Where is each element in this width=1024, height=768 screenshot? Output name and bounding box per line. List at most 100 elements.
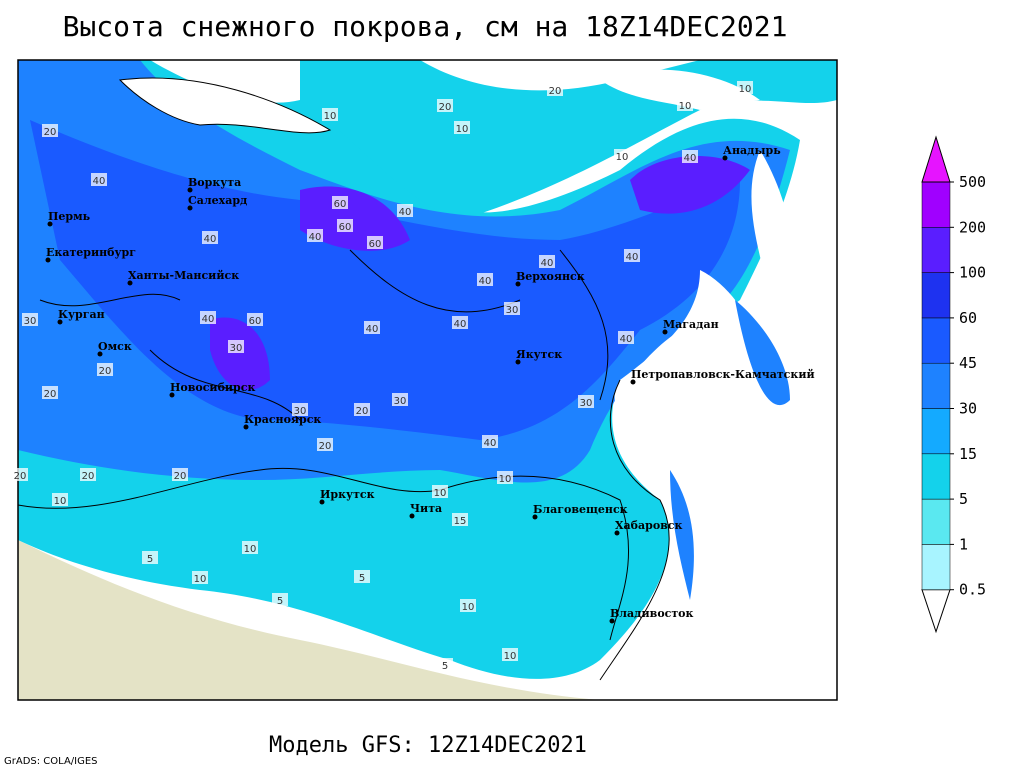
labels: 20 10 10 20 20 10 40 40 60 60 60 40 40 40 40 30 40 40 40 60… xyxy=(12,81,815,672)
contour-label: 40 xyxy=(541,258,554,269)
contour-label-box xyxy=(22,313,38,326)
city-dot xyxy=(409,513,415,519)
contour-label: 5 xyxy=(147,554,153,565)
colorbar-segment xyxy=(921,544,951,590)
colorbar-label: 200 xyxy=(959,218,986,236)
contour-label-box xyxy=(397,204,413,217)
contour-label: 10 xyxy=(616,152,629,163)
contour-label: 40 xyxy=(366,324,379,335)
contour-label: 40 xyxy=(454,319,467,330)
contour-label: 10 xyxy=(194,574,207,585)
city-label: Ханты-Мансийск xyxy=(128,269,239,282)
contour-label-box xyxy=(677,98,693,111)
colorbar-segment xyxy=(921,453,951,500)
city-label: Владивосток xyxy=(610,607,694,620)
contour-label-box xyxy=(91,173,107,186)
contour-label-box xyxy=(504,302,520,315)
contour-label-box xyxy=(354,403,370,416)
contour-label: 40 xyxy=(626,252,639,263)
contour-label: 40 xyxy=(202,314,215,325)
city-label: Иркутск xyxy=(320,488,375,501)
contour-label: 10 xyxy=(434,488,447,499)
contour-label-box xyxy=(52,493,68,506)
city-dot xyxy=(169,392,175,398)
contour-label: 10 xyxy=(679,101,692,112)
bare-land xyxy=(18,540,600,700)
colorbar-segment xyxy=(921,362,951,409)
contour-label-box xyxy=(539,255,555,268)
contour-label: 30 xyxy=(580,398,593,409)
contour-label-box xyxy=(737,81,753,94)
contour-label-box xyxy=(682,150,698,163)
contour-label: 10 xyxy=(324,111,337,122)
contour-label-box xyxy=(432,485,448,498)
contour-label-box xyxy=(200,311,216,324)
contour-label-box xyxy=(42,124,58,137)
contour-label-box xyxy=(317,438,333,451)
contour-label: 20 xyxy=(14,471,27,482)
colorbar-label: 1 xyxy=(959,535,968,553)
city-label: Воркута xyxy=(188,176,241,189)
city-dot xyxy=(243,424,249,430)
contour-label-box xyxy=(624,249,640,262)
city-label: Екатеринбург xyxy=(46,246,136,259)
contour-label-box xyxy=(322,108,338,121)
colorbar-segment xyxy=(921,272,951,319)
colorbar-segment xyxy=(921,498,951,545)
city-dot xyxy=(187,187,193,193)
contour-label: 10 xyxy=(462,602,475,613)
contour-label: 40 xyxy=(309,232,322,243)
contour-label: 10 xyxy=(499,474,512,485)
title: Высота снежного покрова, см на 18Z14DEC2… xyxy=(63,10,788,43)
contour-label: 30 xyxy=(230,343,243,354)
contour-label-box xyxy=(242,541,258,554)
contour-label-box xyxy=(392,393,408,406)
contour-label-box xyxy=(454,121,470,134)
contour-label-box xyxy=(292,403,308,416)
contour-label: 40 xyxy=(399,207,412,218)
contour-label-box xyxy=(497,471,513,484)
white-sea xyxy=(118,77,332,134)
contour-label: 40 xyxy=(204,234,217,245)
city-dot xyxy=(47,221,53,227)
city-label: Пермь xyxy=(48,210,91,223)
city-label: Верхоянск xyxy=(516,270,585,283)
contour-label: 5 xyxy=(442,661,448,672)
city-label: Курган xyxy=(58,308,105,321)
contour-label: 20 xyxy=(99,366,112,377)
contour-label-box xyxy=(437,658,453,671)
sea-ice-gap xyxy=(600,69,794,300)
contour-label: 20 xyxy=(44,127,57,138)
map xyxy=(18,60,837,700)
contour-label: 20 xyxy=(319,441,332,452)
city-dot xyxy=(515,359,521,365)
contour-label-box xyxy=(142,551,158,564)
colorbar-label: 15 xyxy=(959,445,977,463)
contour-label-box xyxy=(477,273,493,286)
contour-label: 60 xyxy=(339,222,352,233)
contour-label: 40 xyxy=(479,276,492,287)
contour-label-box xyxy=(337,219,353,232)
colorbar-label: 45 xyxy=(959,354,977,372)
contour-label-box xyxy=(12,468,28,481)
city-label: Чита xyxy=(410,502,442,515)
city-dot xyxy=(187,205,193,211)
contour-label: 30 xyxy=(24,316,37,327)
city-dot xyxy=(127,280,133,286)
colorbar-end-high xyxy=(921,135,951,183)
colorbar-segment xyxy=(921,408,951,455)
colorbar-segment xyxy=(921,317,951,364)
contour-label: 10 xyxy=(504,651,517,662)
contour-label: 10 xyxy=(456,124,469,135)
contour-label-box xyxy=(364,321,380,334)
contour-label-box xyxy=(272,593,288,606)
contour-label: 20 xyxy=(439,102,452,113)
colorbar-label: 100 xyxy=(959,264,986,282)
city-dot xyxy=(515,281,521,287)
contour-label: 20 xyxy=(356,406,369,417)
contour-label-box xyxy=(452,513,468,526)
contour-label: 10 xyxy=(244,544,257,555)
contour-label: 10 xyxy=(739,84,752,95)
contour-label-box xyxy=(97,363,113,376)
